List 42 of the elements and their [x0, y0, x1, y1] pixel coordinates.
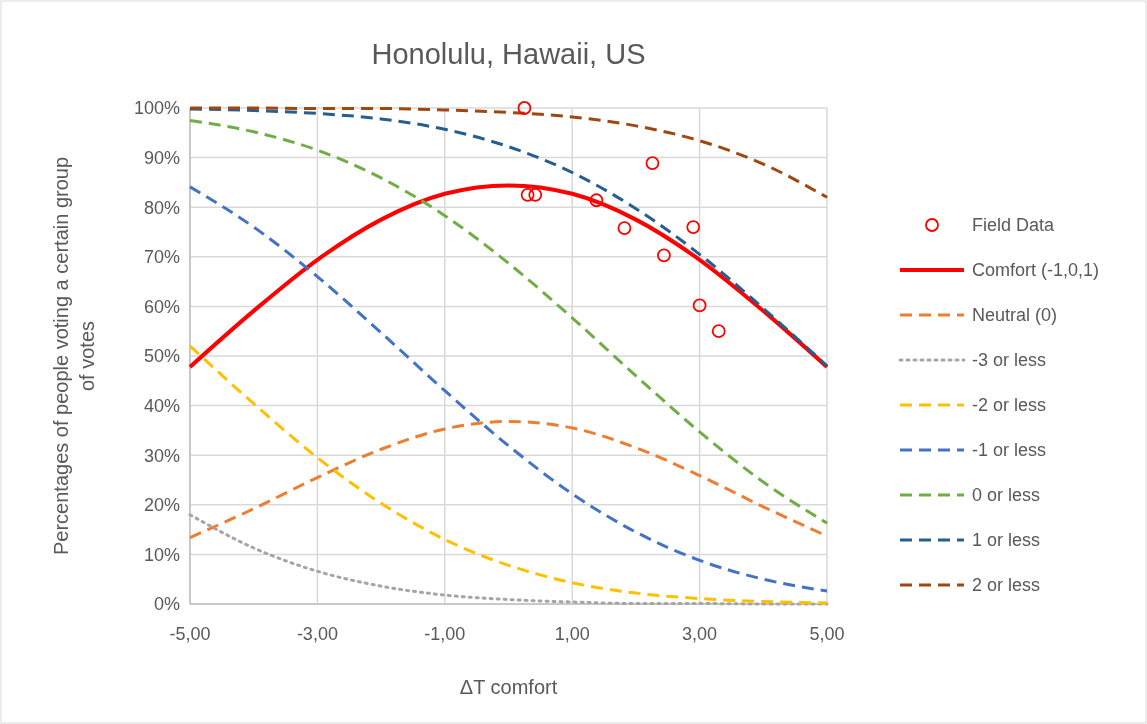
x-tick-label: -5,00: [169, 624, 211, 644]
x-axis-title: ΔT comfort: [459, 676, 558, 698]
point: [617, 221, 632, 235]
x-tick-label: -3,00: [296, 624, 338, 644]
legend-label: 0 or less: [972, 485, 1041, 506]
line-series: [188, 183, 829, 369]
y-tick-label: 80%: [143, 197, 180, 218]
point: [645, 156, 660, 170]
y-tick-label: 100%: [133, 98, 180, 119]
y-axis-title: Percentages of people voting a certain group of votes: [50, 156, 98, 556]
x-tick-label: 3,00: [682, 624, 718, 644]
point: [657, 248, 671, 263]
y-tick-label: 10%: [143, 544, 180, 565]
chart-title: Honolulu, Hawaii, US: [371, 38, 646, 70]
legend-label: Neutral (0): [972, 305, 1058, 326]
point: [528, 187, 543, 202]
point: [692, 298, 707, 313]
point: [711, 324, 726, 339]
line-series: [188, 118, 829, 525]
legend-label: -3 or less: [972, 350, 1047, 371]
x-tick-label: -1,00: [424, 624, 466, 644]
x-tick-label: 1,00: [554, 624, 590, 644]
legend-label: -2 or less: [972, 395, 1047, 416]
legend-label: Field Data: [972, 215, 1056, 236]
y-tick-label: 90%: [143, 147, 180, 168]
legend-label: -1 or less: [972, 440, 1047, 461]
point: [520, 187, 535, 202]
y-tick-label: 0%: [153, 594, 180, 615]
point: [517, 101, 532, 115]
y-tick-label: 40%: [143, 395, 180, 416]
legend-label: 2 or less: [972, 575, 1041, 596]
y-tick-label: 60%: [143, 296, 180, 317]
line-series: [188, 185, 829, 593]
point: [686, 220, 701, 234]
y-tick-label: 30%: [143, 445, 180, 466]
legend-label: 1 or less: [972, 530, 1041, 551]
y-tick-label: 70%: [143, 247, 180, 268]
y-tick-label: 50%: [143, 346, 180, 367]
y-tick-label: 20%: [143, 495, 180, 516]
point: [589, 193, 604, 208]
legend-label: Comfort (-1,0,1): [972, 260, 1100, 281]
x-tick-label: 5,00: [809, 624, 845, 644]
